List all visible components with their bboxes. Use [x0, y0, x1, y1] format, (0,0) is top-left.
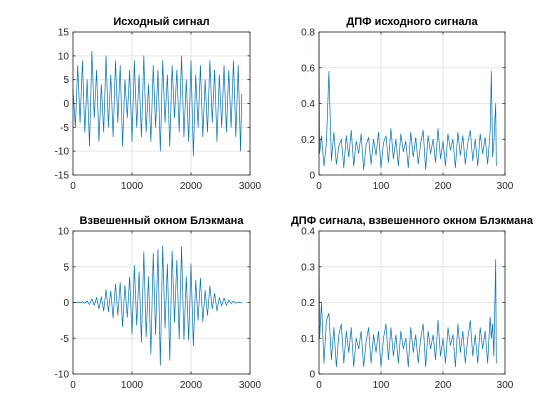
x-tick-label: 3000: [239, 181, 262, 192]
y-tick-label: -5: [60, 334, 69, 345]
x-tick-label: 1000: [121, 380, 144, 391]
subplot-2: 0 100 200 300 0 0.2 0.4 0.6 0.8 ДПФ исходного сиг…: [301, 16, 514, 192]
subplot-title: Исходный сигнал: [113, 16, 209, 28]
x-tick-label: 200: [435, 181, 452, 192]
subplot-title: Взвешенный окном Блэкмана: [80, 215, 245, 227]
x-tick-label: 3000: [239, 380, 262, 391]
y-tick-label: 0: [63, 298, 69, 309]
y-tick-label: 0: [63, 99, 69, 110]
subplot-3: 0 1000 2000 3000 -10 -5 0 5 10 Взвешенный окном Б…: [55, 215, 262, 391]
x-tick-label: 300: [497, 380, 514, 391]
x-tick-label: 0: [70, 380, 76, 391]
y-tick-label: 0.3: [301, 262, 315, 273]
y-tick-label: 0.1: [301, 334, 315, 345]
y-tick-label: 0.8: [301, 28, 315, 39]
y-tick-label: 0.4: [301, 227, 315, 238]
x-tick-label: 1000: [121, 181, 144, 192]
x-tick-label: 2000: [180, 181, 203, 192]
y-tick-label: 0: [309, 171, 315, 182]
x-tick-label: 0: [70, 181, 76, 192]
series-line-1: [318, 238, 497, 368]
x-tick-label: 2000: [180, 380, 203, 391]
series-line-1: [72, 50, 243, 157]
subplot-title: ДПФ сигнала, взвешенного окном Блэкмана: [291, 215, 534, 227]
y-tick-label: 0.2: [301, 298, 315, 309]
y-tick-label: -10: [55, 370, 70, 381]
y-tick-label: -10: [55, 147, 70, 158]
x-tick-label: 0: [316, 380, 322, 391]
y-tick-label: 0.4: [301, 99, 315, 110]
subplot-title: ДПФ исходного сигнала: [346, 16, 478, 28]
series-line-1: [73, 245, 242, 366]
x-tick-label: 200: [435, 380, 452, 391]
y-tick-label: -5: [60, 123, 69, 134]
y-tick-label: 0.6: [301, 63, 315, 74]
x-tick-label: 300: [497, 181, 514, 192]
subplot-1: 0 1000 2000 3000 -15 -10 -5 0 5 10 15 Исходный сигн…: [55, 16, 262, 192]
y-tick-label: 0.2: [301, 135, 315, 146]
y-tick-label: 10: [58, 51, 70, 62]
y-tick-label: 5: [63, 75, 69, 86]
y-tick-label: 5: [63, 262, 69, 273]
x-tick-label: 100: [373, 181, 390, 192]
y-tick-label: 10: [58, 227, 70, 238]
y-tick-label: 0: [309, 370, 315, 381]
x-tick-label: 0: [316, 181, 322, 192]
y-tick-label: -15: [55, 171, 70, 182]
x-tick-label: 100: [373, 380, 390, 391]
y-tick-label: 15: [58, 28, 70, 39]
series-line-1: [318, 35, 497, 170]
